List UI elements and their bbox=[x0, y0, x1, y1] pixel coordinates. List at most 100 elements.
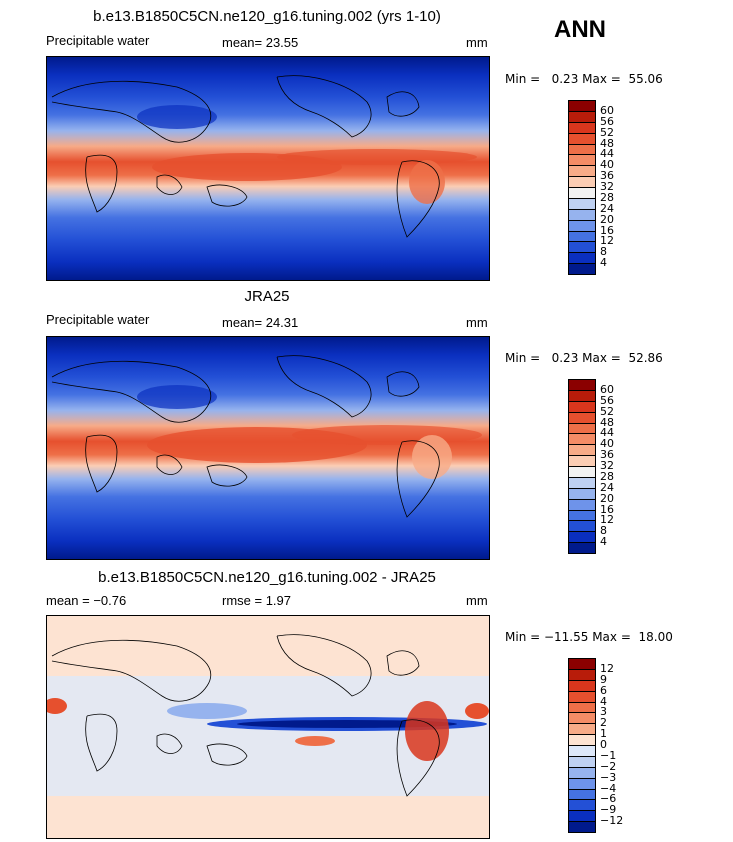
colorbar-swatch bbox=[569, 241, 595, 253]
colorbar-swatch bbox=[569, 658, 595, 669]
colorbar-swatch bbox=[569, 455, 595, 466]
colorbar-tick-label: 60 bbox=[600, 103, 614, 117]
panel-2-minmax: Min = 0.23 Max = 52.86 bbox=[505, 351, 663, 365]
colorbar-swatch bbox=[569, 690, 595, 702]
colorbar-tick-label: −12 bbox=[600, 814, 624, 828]
colorbar-tick-label: −4 bbox=[600, 781, 617, 795]
colorbar-swatch bbox=[569, 766, 595, 778]
colorbar-swatch bbox=[569, 422, 595, 434]
colorbar-swatch bbox=[569, 734, 595, 745]
colorbar-swatch bbox=[569, 476, 595, 488]
colorbar-swatch bbox=[569, 433, 595, 445]
panel-2-colorbar: 60 56 52 48 44 40 36 32 28 24 20 16 12 8 4 bbox=[568, 379, 628, 554]
colorbar-swatch bbox=[569, 230, 595, 242]
colorbar-tick-label: 6 bbox=[600, 683, 607, 697]
colorbar-tick-label: 48 bbox=[600, 136, 614, 150]
colorbar-swatch bbox=[569, 263, 595, 274]
colorbar-swatch bbox=[569, 400, 595, 412]
colorbar-tick-label: 16 bbox=[600, 502, 614, 516]
colorbar-tick-label: 56 bbox=[600, 393, 614, 407]
colorbar-tick-label: 52 bbox=[600, 404, 614, 418]
panel-1-mean-label: mean= 23.55 bbox=[222, 35, 299, 50]
colorbar-tick-label: 28 bbox=[600, 190, 614, 204]
colorbar-tick-label: 3 bbox=[600, 705, 607, 719]
panel-1-minmax: Min = 0.23 Max = 55.06 bbox=[505, 72, 663, 86]
colorbar-tick-label: −9 bbox=[600, 803, 617, 817]
colorbar-swatch bbox=[569, 100, 595, 111]
colorbar-tick-label: 24 bbox=[600, 201, 614, 215]
colorbar-swatch bbox=[569, 143, 595, 155]
colorbar-swatch bbox=[569, 498, 595, 510]
colorbar-swatch bbox=[569, 723, 595, 735]
colorbar-swatch bbox=[569, 799, 595, 811]
colorbar-swatch bbox=[569, 132, 595, 144]
panel-1-map-field bbox=[47, 57, 489, 280]
panel-3-minmax: Min = −11.55 Max = 18.00 bbox=[505, 630, 673, 644]
colorbar-swatch bbox=[569, 219, 595, 231]
colorbar-swatch bbox=[569, 679, 595, 691]
colorbar-tick-label: 44 bbox=[600, 426, 614, 440]
panel-3-units-label: mm bbox=[466, 593, 488, 608]
colorbar-tick-label: 60 bbox=[600, 382, 614, 396]
colorbar-swatch bbox=[569, 745, 595, 756]
colorbar-tick-label: 40 bbox=[600, 437, 614, 451]
panel-3-colorbar: 12 9 6 4 3 2 1 0 −1 −2 −3 −4 −6 −9 −12 bbox=[568, 658, 628, 833]
colorbar-swatch bbox=[569, 668, 595, 680]
colorbar-swatch bbox=[569, 810, 595, 822]
colorbar-tick-label: 52 bbox=[600, 125, 614, 139]
colorbar-swatch bbox=[569, 466, 595, 477]
colorbar-swatch bbox=[569, 821, 595, 832]
colorbar-swatch bbox=[569, 379, 595, 390]
colorbar-tick-label: −3 bbox=[600, 770, 617, 784]
panel-2-map-field bbox=[47, 337, 489, 559]
panel-2-title: JRA25 bbox=[244, 288, 290, 305]
colorbar-tick-label: 36 bbox=[600, 169, 614, 183]
colorbar-swatch bbox=[569, 187, 595, 198]
panel-3-map bbox=[46, 615, 490, 839]
colorbar-tick-label: 56 bbox=[600, 114, 614, 128]
colorbar-tick-label: 36 bbox=[600, 448, 614, 462]
colorbar-swatch bbox=[569, 252, 595, 264]
colorbar-tick-label: 2 bbox=[600, 716, 607, 730]
colorbar-swatch bbox=[569, 487, 595, 499]
colorbar-tick-label: −1 bbox=[600, 748, 617, 762]
panel-1-variable-label: Precipitable water bbox=[46, 33, 150, 48]
panel-1-map bbox=[46, 56, 490, 281]
colorbar-tick-label: −2 bbox=[600, 759, 617, 773]
colorbar-swatch bbox=[569, 208, 595, 220]
colorbar-swatch bbox=[569, 542, 595, 553]
colorbar-tick-label: −6 bbox=[600, 792, 617, 806]
panel-2-map bbox=[46, 336, 490, 560]
colorbar-tick-label: 32 bbox=[600, 180, 614, 193]
panel-2-units-label: mm bbox=[466, 315, 488, 330]
colorbar-swatch bbox=[569, 154, 595, 166]
panel-3-mean-label: mean = −0.76 bbox=[46, 593, 127, 608]
colorbar-tick-label: 0 bbox=[600, 738, 607, 751]
colorbar-swatch bbox=[569, 777, 595, 789]
colorbar-tick-label: 20 bbox=[600, 491, 614, 505]
colorbar-tick-label: 32 bbox=[600, 459, 614, 472]
colorbar-tick-label: 9 bbox=[600, 672, 607, 686]
colorbar-tick-label: 4 bbox=[600, 535, 607, 549]
colorbar-swatch bbox=[569, 755, 595, 767]
colorbar-tick-label: 8 bbox=[600, 245, 607, 259]
colorbar-swatch bbox=[569, 165, 595, 177]
panel-3-map-field bbox=[47, 616, 489, 838]
colorbar-tick-label: 28 bbox=[600, 469, 614, 483]
colorbar-swatch bbox=[569, 110, 595, 122]
colorbar-box bbox=[568, 658, 596, 833]
colorbar-tick-label: 48 bbox=[600, 415, 614, 429]
panel-1-units-label: mm bbox=[466, 35, 488, 50]
colorbar-tick-label: 12 bbox=[600, 661, 614, 675]
colorbar-swatch bbox=[569, 712, 595, 724]
colorbar-swatch bbox=[569, 520, 595, 532]
colorbar-tick-label: 1 bbox=[600, 727, 607, 741]
colorbar-swatch bbox=[569, 389, 595, 401]
panel-3-title: b.e13.B1850C5CN.ne120_g16.tuning.002 - J… bbox=[98, 569, 436, 586]
colorbar-tick-label: 24 bbox=[600, 480, 614, 494]
colorbar-box bbox=[568, 100, 596, 275]
season-label: ANN bbox=[554, 16, 606, 43]
colorbar-swatch bbox=[569, 509, 595, 521]
panel-2-variable-label: Precipitable water bbox=[46, 312, 150, 327]
colorbar-tick-label: 4 bbox=[600, 256, 607, 270]
